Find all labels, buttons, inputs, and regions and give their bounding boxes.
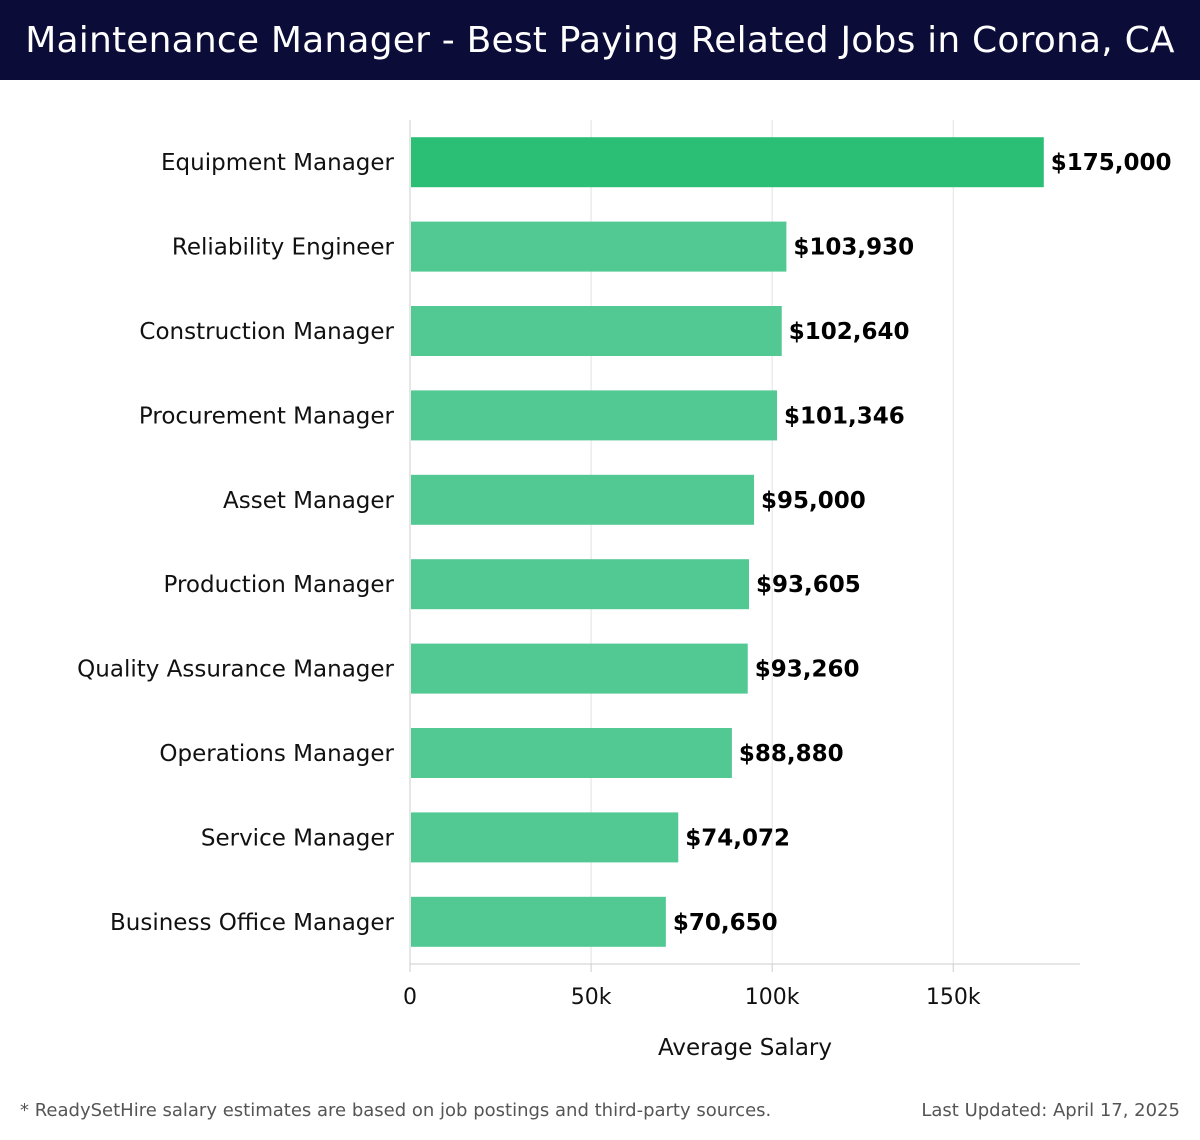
category-label: Operations Manager bbox=[159, 741, 394, 767]
page-title: Maintenance Manager - Best Paying Relate… bbox=[25, 19, 1175, 61]
value-label: $103,930 bbox=[793, 235, 914, 261]
x-tick-label: 50k bbox=[571, 985, 612, 1010]
category-label: Procurement Manager bbox=[139, 403, 395, 429]
category-label: Reliability Engineer bbox=[172, 235, 395, 261]
bar bbox=[411, 896, 666, 947]
bar bbox=[411, 221, 787, 272]
bar bbox=[411, 306, 782, 356]
x-axis-title: Average Salary bbox=[658, 1035, 832, 1061]
last-updated: Last Updated: April 17, 2025 bbox=[921, 1100, 1180, 1121]
x-tick-label: 0 bbox=[403, 985, 417, 1010]
value-label: $175,000 bbox=[1051, 150, 1172, 176]
value-label: $93,605 bbox=[756, 572, 861, 598]
category-label: Construction Manager bbox=[139, 319, 394, 345]
bar bbox=[411, 137, 1044, 188]
bar bbox=[411, 643, 748, 694]
bars bbox=[411, 137, 1044, 947]
category-labels: Equipment Manager Reliability Engineer Con… bbox=[77, 150, 394, 936]
bar bbox=[411, 390, 778, 441]
page-header: Maintenance Manager - Best Paying Relate… bbox=[0, 0, 1200, 80]
value-label: $88,880 bbox=[739, 741, 844, 767]
category-label: Equipment Manager bbox=[161, 150, 395, 176]
footer-note: * ReadySetHire salary estimates are base… bbox=[20, 1100, 772, 1121]
value-label: $74,072 bbox=[685, 825, 790, 851]
x-tick-label: 100k bbox=[745, 985, 800, 1010]
category-label: Quality Assurance Manager bbox=[77, 657, 394, 683]
category-label: Service Manager bbox=[201, 825, 395, 851]
value-label: $101,346 bbox=[784, 403, 905, 429]
bar bbox=[411, 812, 679, 863]
bar bbox=[411, 474, 755, 525]
category-label: Asset Manager bbox=[223, 488, 395, 514]
x-axis: 0 50k 100k 150k bbox=[403, 120, 1080, 1010]
value-labels: $175,000 $103,930 $102,640 $101,346 $95,000 $… bbox=[673, 150, 1172, 936]
value-label: $102,640 bbox=[789, 319, 910, 345]
value-label: $93,260 bbox=[755, 657, 860, 683]
bar bbox=[411, 728, 732, 778]
category-label: Business Office Manager bbox=[110, 910, 395, 936]
bar bbox=[411, 559, 750, 610]
value-label: $70,650 bbox=[673, 910, 778, 936]
x-tick-label: 150k bbox=[926, 985, 981, 1010]
value-label: $95,000 bbox=[761, 488, 866, 514]
category-label: Production Manager bbox=[164, 572, 395, 598]
salary-bar-chart: Equipment Manager Reliability Engineer Con… bbox=[77, 120, 1172, 1061]
